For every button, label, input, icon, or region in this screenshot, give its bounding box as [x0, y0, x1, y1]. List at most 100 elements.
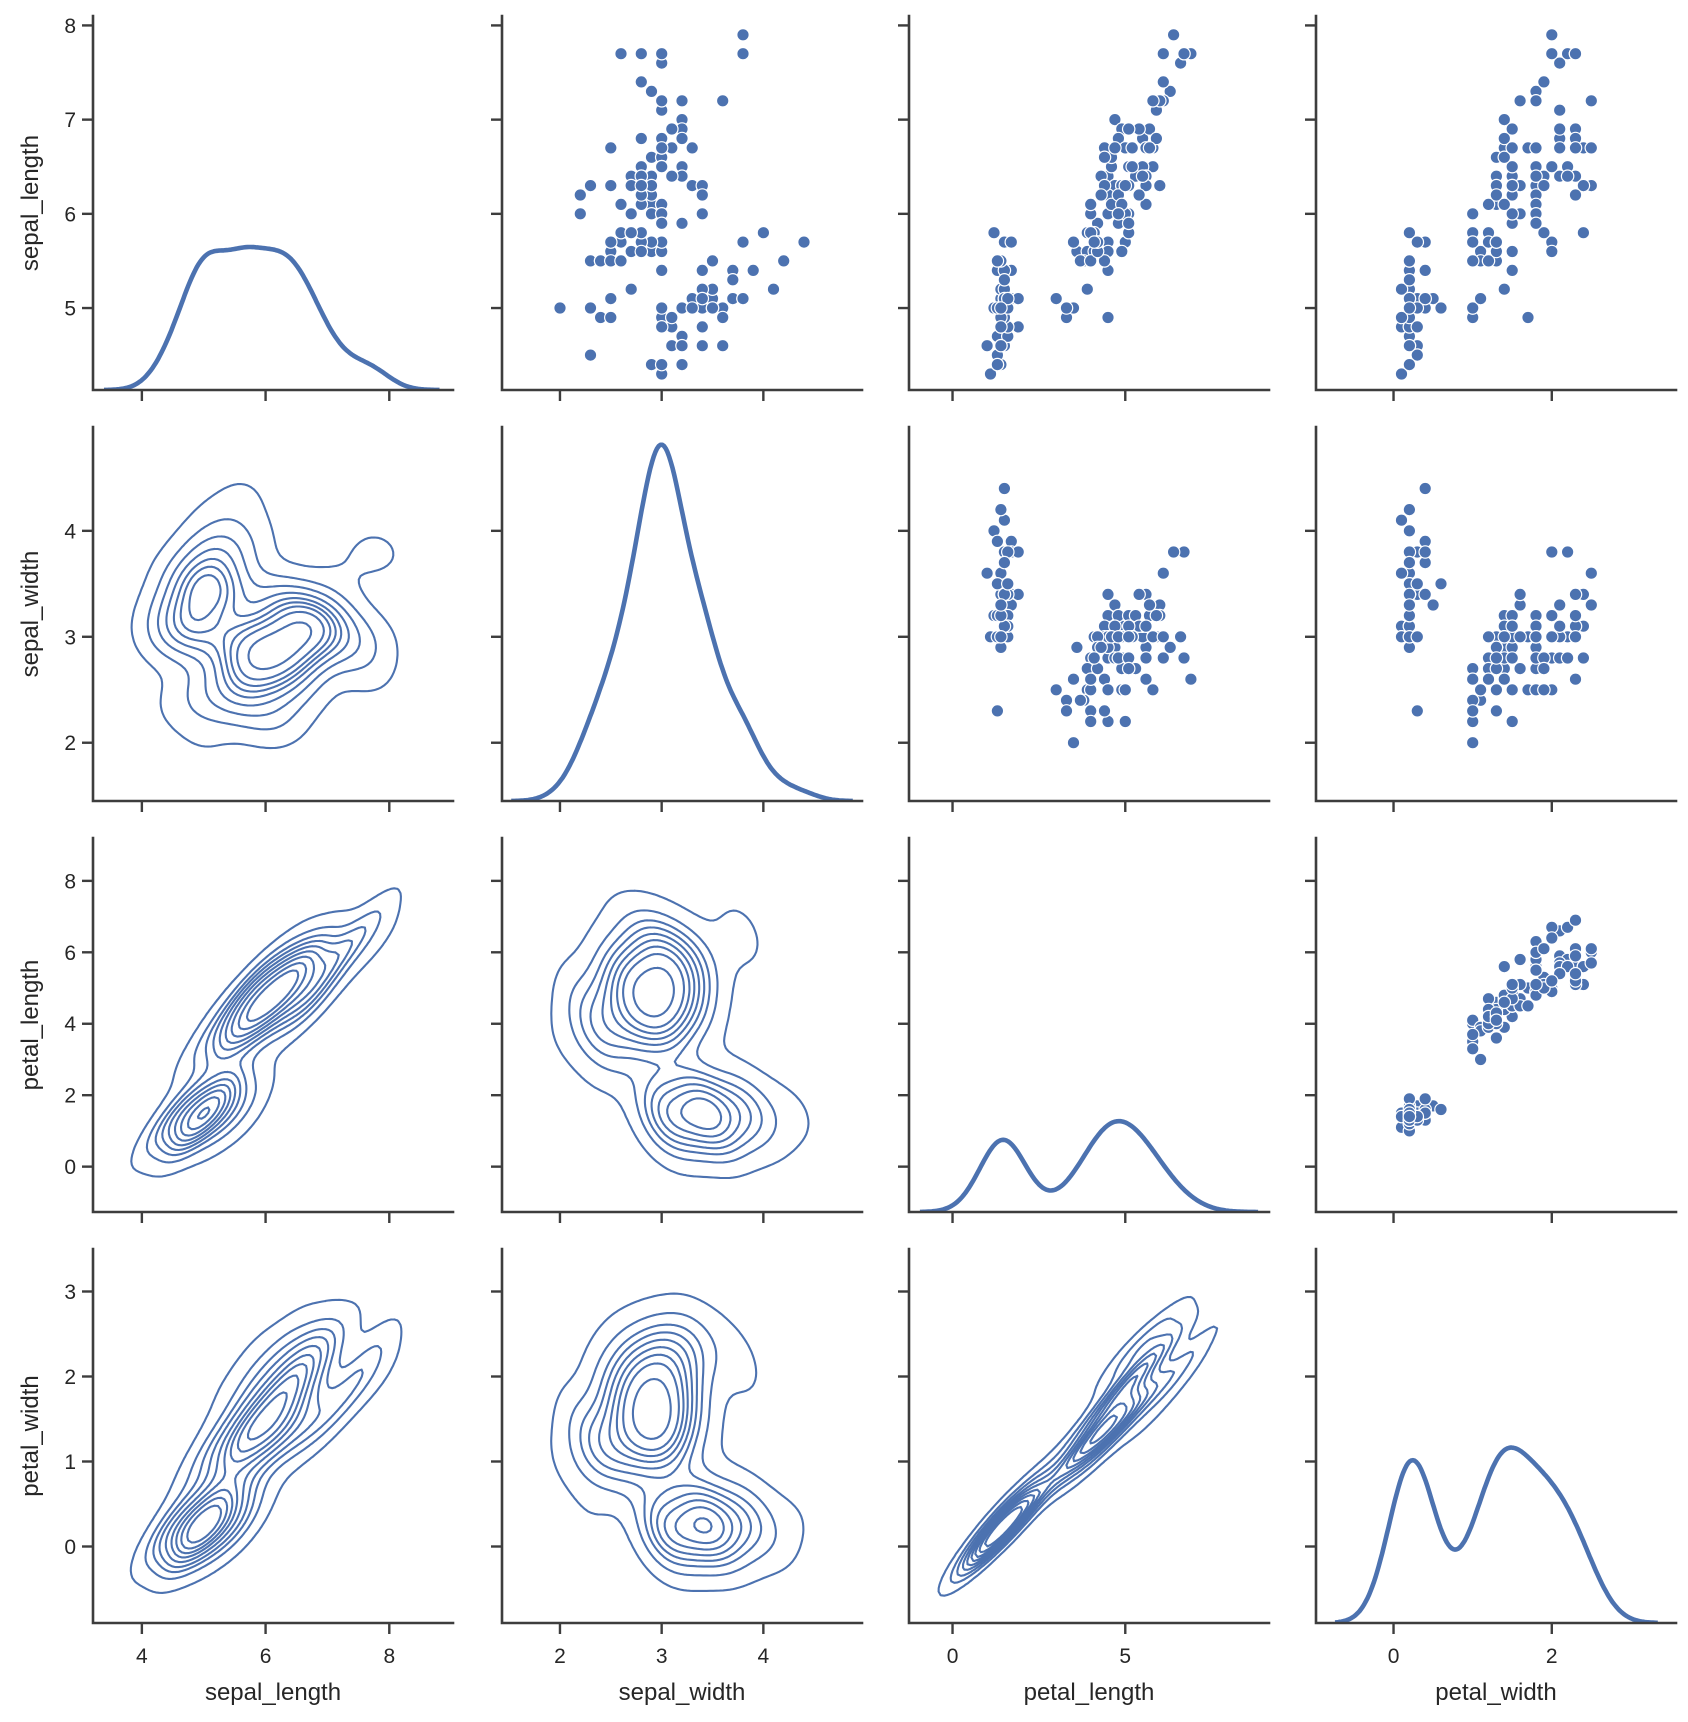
- kde-contour-level: [937, 1295, 1219, 1597]
- scatter-point: [1402, 502, 1417, 517]
- scatter-point: [736, 46, 750, 61]
- y-tick-label: 2: [64, 732, 76, 755]
- scatter-point: [695, 291, 710, 306]
- scatter-point: [1101, 587, 1115, 602]
- plot-area: [1394, 481, 1599, 750]
- axes-petal_length-vs-petal_length: [898, 836, 1271, 1223]
- scatter-point: [685, 141, 699, 155]
- scatter-point: [1568, 141, 1583, 155]
- x-tick-label: 5: [1119, 1645, 1131, 1668]
- scatter-point: [675, 338, 689, 353]
- y-tick-label: 7: [64, 109, 76, 132]
- scatter-point: [1481, 197, 1496, 212]
- scatter-point: [1465, 1027, 1480, 1042]
- scatter-point: [1473, 291, 1488, 306]
- scatter-point: [1545, 159, 1559, 174]
- scatter-point: [1177, 651, 1191, 665]
- scatter-point: [654, 263, 669, 278]
- scatter-point: [1568, 46, 1583, 61]
- axis-spines: [500, 1247, 864, 1625]
- scatter-point: [1059, 301, 1074, 315]
- scatter-point: [776, 254, 791, 268]
- kde-contour-level: [152, 1327, 364, 1574]
- scatter-point: [1000, 576, 1015, 591]
- scatter-point: [1418, 481, 1432, 496]
- axes-sepal_width-vs-petal_width: [1305, 425, 1678, 812]
- kde-contour-level: [966, 1352, 1158, 1567]
- scatter-point: [990, 704, 1005, 718]
- scatter-point: [1139, 197, 1153, 212]
- scatter-point: [624, 225, 638, 240]
- scatter-point: [1568, 587, 1583, 602]
- scatter-point: [1125, 159, 1139, 174]
- scatter-point: [1505, 122, 1519, 136]
- axis-spines: [907, 1247, 1271, 1625]
- scatter-point: [1118, 682, 1133, 697]
- kde-contour-level: [961, 1343, 1165, 1571]
- scatter-point: [1402, 272, 1417, 287]
- scatter-point: [990, 357, 1005, 372]
- scatter-point: [603, 291, 618, 306]
- scatter-point: [1537, 75, 1551, 89]
- axes-sepal_width-vs-sepal_width: [491, 425, 864, 812]
- scatter-point: [654, 94, 669, 108]
- scatter-point: [583, 178, 598, 193]
- kde-contour-level: [949, 1317, 1194, 1584]
- plot-area: [980, 27, 1198, 381]
- kde-contour-level: [568, 1311, 777, 1577]
- kde-contour-level: [179, 565, 337, 693]
- scatter-point: [654, 301, 669, 315]
- scatter-point: [1545, 629, 1559, 644]
- scatter-point: [654, 357, 669, 372]
- scatter-point: [1568, 913, 1583, 927]
- scatter-point: [1166, 27, 1181, 42]
- scatter-point: [1097, 704, 1112, 718]
- scatter-point: [573, 207, 588, 221]
- scatter-point: [987, 225, 1001, 240]
- scatter-point: [1552, 56, 1567, 70]
- kde-contour-level: [579, 1323, 763, 1568]
- scatter-point: [1402, 523, 1417, 538]
- scatter-point: [1537, 178, 1551, 193]
- scatter-point: [1121, 661, 1136, 676]
- x-tick-label: 3: [656, 1645, 668, 1668]
- scatter-point: [1087, 651, 1101, 665]
- scatter-point: [1545, 46, 1559, 61]
- x-tick-label: 0: [1388, 1645, 1400, 1668]
- y-tick-label: 0: [64, 1536, 76, 1559]
- kde-contour-level: [164, 1344, 322, 1564]
- scatter-point: [573, 188, 588, 202]
- scatter-point: [997, 555, 1012, 570]
- scatter-point: [1139, 672, 1153, 686]
- kde-contour-level: [568, 909, 778, 1164]
- scatter-point: [1070, 640, 1084, 655]
- scatter-point: [1489, 235, 1504, 249]
- x-axis-label: petal_width: [1435, 1679, 1556, 1706]
- scatter-point: [1513, 94, 1527, 108]
- scatter-point: [715, 310, 730, 325]
- scatter-point: [1465, 235, 1480, 249]
- axes-sepal_width-vs-sepal_length: 2 3 4 sepal_width: [17, 425, 455, 812]
- scatter-point: [603, 178, 618, 193]
- scatter-point: [1434, 576, 1448, 591]
- scatter-point: [1059, 704, 1074, 718]
- scatter-point: [1394, 513, 1409, 527]
- x-tick-label: 2: [554, 1645, 566, 1668]
- kde-contour-level: [589, 926, 752, 1150]
- kde-contour-level: [956, 1333, 1176, 1577]
- axis-spines: [1314, 425, 1678, 803]
- plot-area: [510, 442, 854, 801]
- axes-sepal_length-vs-sepal_length: 5 6 7 8 sepal_length: [17, 14, 455, 401]
- scatter-point: [715, 94, 730, 108]
- axis-spines: [91, 14, 455, 392]
- scatter-point: [1142, 598, 1157, 612]
- scatter-point: [603, 235, 618, 249]
- axis-spines: [1314, 14, 1678, 392]
- scatter-point: [1434, 301, 1448, 315]
- scatter-point: [756, 225, 771, 240]
- scatter-point: [1434, 1102, 1448, 1117]
- scatter-point: [1156, 46, 1171, 61]
- scatter-point: [1184, 672, 1198, 686]
- scatter-point: [1545, 608, 1559, 623]
